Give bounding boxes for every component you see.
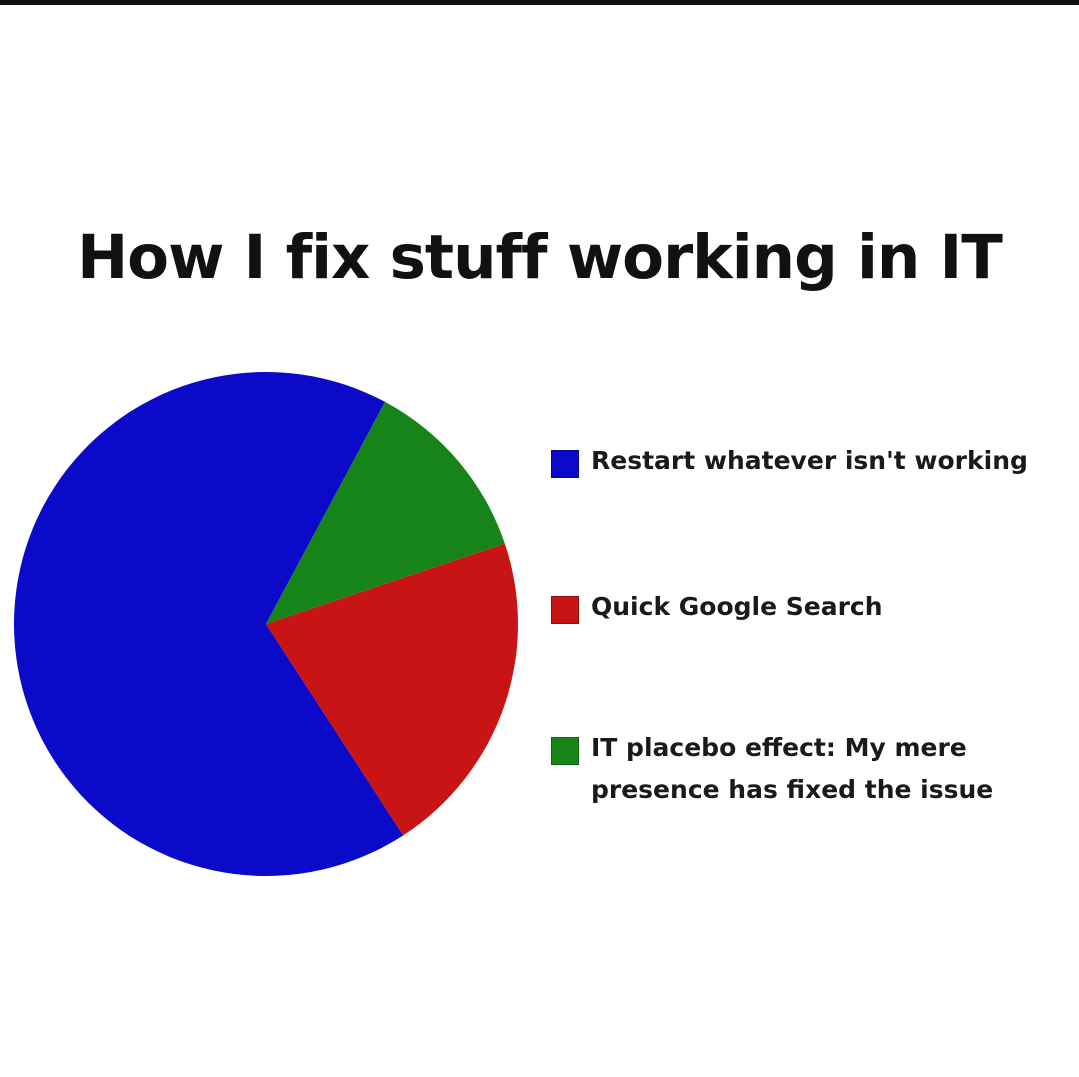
legend-label-google: Quick Google Search: [591, 592, 883, 621]
legend-swatch-placebo: [551, 737, 579, 765]
slice-placebo: [266, 401, 505, 624]
slice-restart: [13, 371, 404, 876]
legend-item-restart: Restart whatever isn't working: [551, 446, 1028, 482]
slice-google: [266, 543, 519, 836]
legend-label-placebo: IT placebo effect: My mere presence has …: [591, 733, 994, 804]
legend-item-google: Quick Google Search: [551, 592, 883, 628]
legend-item-placebo: IT placebo effect: My mere presence has …: [551, 733, 1031, 811]
chart-title: How I fix stuff working in IT: [77, 222, 1003, 293]
legend-label-restart: Restart whatever isn't working: [591, 446, 1028, 475]
legend-swatch-restart: [551, 450, 579, 478]
pie-slices: [13, 371, 519, 876]
legend-swatch-google: [551, 596, 579, 624]
top-border: [0, 0, 1079, 5]
